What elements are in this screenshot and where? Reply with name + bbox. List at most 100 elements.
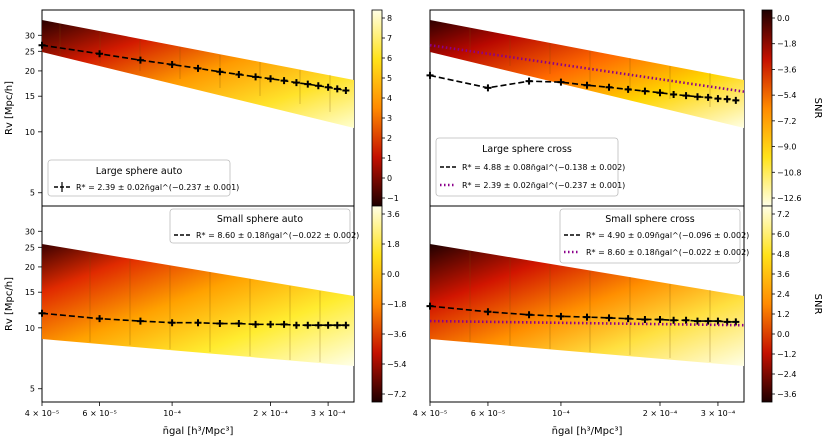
colorbar-tick-label: −2.4: [777, 370, 796, 379]
legend-entry: R* = 4.90 ± 0.09n̄gal^(−0.096 ± 0.002): [586, 231, 749, 240]
data-point: [333, 85, 341, 93]
data-point: [525, 77, 533, 85]
x-tick-label: 4 × 10⁻⁵: [413, 409, 448, 418]
colorbar-tick-label: 7: [387, 34, 392, 43]
colorbar-tick-label: −1: [387, 194, 399, 203]
y-axis-label-top: Rv [Mpc/h]: [4, 81, 15, 135]
data-point: [304, 80, 312, 88]
colorbar-tick-label: 6.0: [777, 230, 790, 239]
x-tick-label: 6 × 10⁻⁵: [82, 409, 117, 418]
colorbar-tick-label: −3.6: [777, 390, 796, 399]
colorbar-tick-label: −9.0: [777, 143, 796, 152]
legend-small-sphere-auto: Small sphere auto R* = 8.60 ± 0.18n̄gal^…: [169, 208, 359, 244]
legend-title: Large sphere auto: [96, 166, 183, 177]
data-point: [314, 82, 322, 90]
x-axis-ticks-left: 4 × 10⁻⁵ 6 × 10⁻⁵ 10⁻⁴ 2 × 10⁻⁴ 3 × 10⁻⁴: [25, 402, 345, 418]
reference-line: [429, 43, 745, 93]
legend-entry: R* = 2.39 ± 0.02n̄gal^(−0.237 ± 0.001): [462, 181, 625, 190]
data-point: [704, 93, 712, 101]
data-point: [557, 312, 565, 320]
y-tick-label: 30: [25, 31, 35, 40]
data-point: [324, 83, 332, 91]
data-point: [267, 75, 275, 83]
data-point: [314, 321, 322, 329]
colorbar-tick-label: 3: [387, 114, 392, 123]
colorbar-tick-label: 3.6: [777, 270, 790, 279]
data-point: [583, 81, 591, 89]
colorbar-label: SNR: [812, 98, 823, 119]
panel-small-sphere-cross: Small sphere cross R* = 4.90 ± 0.09n̄gal…: [426, 205, 749, 403]
data-point: [194, 64, 202, 72]
y-tick-label: 25: [25, 243, 35, 252]
fit-line: [41, 44, 347, 92]
data-point: [670, 90, 678, 98]
legend-large-sphere-auto: Large sphere auto R* = 2.39 ± 0.02n̄gal^…: [47, 159, 239, 197]
data-point: [670, 316, 678, 324]
x-tick-label: 2 × 10⁻⁴: [253, 409, 288, 418]
data-point: [194, 319, 202, 327]
dotted-reference-line: [429, 43, 745, 93]
data-point: [267, 320, 275, 328]
colorbar-label: SNR: [812, 294, 823, 315]
colorbar-ticks: 0.0 −1.8 −3.6 −5.4 −7.2 −9.0 −10.8 −12.6: [772, 14, 802, 203]
data-point: [136, 56, 144, 64]
data-point: [342, 87, 350, 95]
data-point: [292, 321, 300, 329]
data-point: [656, 315, 664, 323]
colorbar-top-left: 8 7 6 5 4 3 2 1 0 −1: [371, 9, 399, 207]
x-axis-label-right: n̄gal [h³/Mpc³]: [552, 426, 623, 437]
colorbar-tick-label: 0.0: [777, 330, 790, 339]
colorbar-bottom-left: 3.6 1.8 0.0 −1.8 −3.6 −5.4 −7.2: [371, 205, 406, 403]
data-point: [723, 95, 731, 103]
data-point: [136, 317, 144, 325]
colorbar-ticks: 3.6 1.8 0.0 −1.8 −3.6 −5.4 −7.2: [382, 210, 406, 399]
colorbar-tick-label: 1: [387, 154, 392, 163]
colorbar-tick-label: −7.2: [777, 117, 796, 126]
y-axis-label-bottom: Rv [Mpc/h]: [4, 277, 15, 331]
y-tick-label: 25: [25, 47, 35, 56]
y-tick-label: 20: [25, 263, 35, 272]
colorbar-tick-label: 0: [387, 174, 392, 183]
y-tick-label: 20: [25, 67, 35, 76]
legend-title: Small sphere auto: [217, 214, 303, 225]
colorbar-tick-label: −12.6: [777, 194, 802, 203]
data-point: [342, 321, 350, 329]
data-point: [324, 321, 332, 329]
data-point: [656, 89, 664, 97]
data-point: [252, 320, 260, 328]
colorbar-tick-label: 3.6: [387, 210, 400, 219]
data-point: [605, 83, 613, 91]
data-point: [583, 313, 591, 321]
legend-title: Large sphere cross: [482, 144, 572, 155]
colorbar-tick-label: −1.8: [777, 40, 796, 49]
y-axis-ticks-bottom-left: 30 25 20 15 10 5: [25, 227, 42, 394]
panel-large-sphere-cross: Large sphere cross R* = 4.88 ± 0.08n̄gal…: [426, 9, 745, 207]
data-point: [96, 315, 104, 323]
contour-lines: [469, 28, 711, 107]
y-tick-label: 15: [25, 288, 35, 297]
snr-band: [430, 20, 744, 128]
data-point: [732, 318, 740, 326]
x-tick-label: 4 × 10⁻⁵: [25, 409, 60, 418]
y-tick-label: 30: [25, 227, 35, 236]
colorbar-tick-label: 4: [387, 94, 392, 103]
x-tick-label: 10⁻⁴: [552, 409, 570, 418]
data-point: [235, 320, 243, 328]
data-point: [732, 96, 740, 104]
data-point: [714, 95, 722, 103]
dotted-reference-line: [429, 319, 745, 327]
colorbar-tick-label: 2: [387, 134, 392, 143]
data-point: [216, 68, 224, 76]
data-point: [216, 320, 224, 328]
colorbar-top-right: 0.0 −1.8 −3.6 −5.4 −7.2 −9.0 −10.8 −12.6 SNR: [761, 9, 823, 207]
colorbar-tick-label: 0.0: [777, 14, 790, 23]
y-tick-label: 5: [30, 189, 35, 198]
colorbar-tick-label: −3.6: [777, 65, 796, 74]
colorbar-tick-label: 7.2: [777, 210, 790, 219]
data-point: [704, 317, 712, 325]
data-point: [280, 77, 288, 85]
data-point: [641, 87, 649, 95]
x-tick-label: 2 × 10⁻⁴: [643, 409, 678, 418]
contour-lines: [89, 252, 321, 362]
colorbar-tick-label: 8: [387, 14, 392, 23]
